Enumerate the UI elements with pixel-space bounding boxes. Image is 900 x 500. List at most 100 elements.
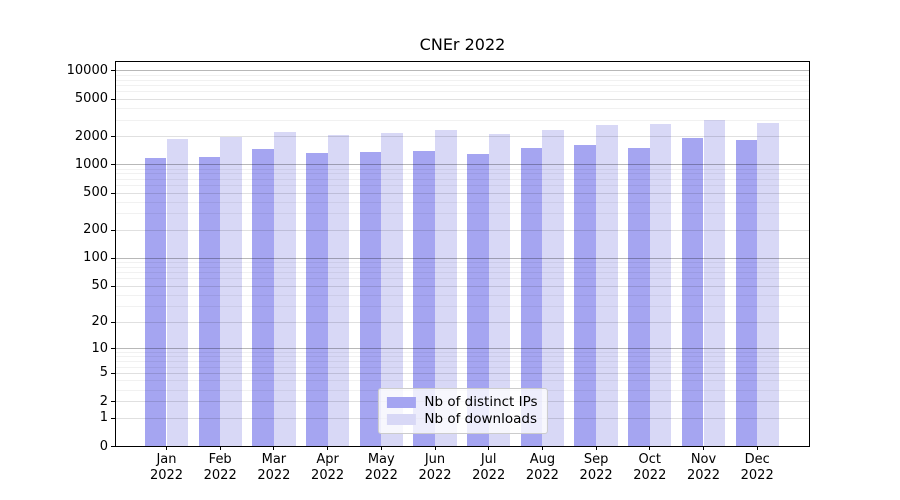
gridline-5 bbox=[116, 372, 809, 374]
x-axis-tick bbox=[380, 446, 382, 450]
bar-downloads-mar bbox=[273, 131, 296, 446]
bar-distinct-ips-oct bbox=[628, 148, 650, 446]
y-axis-tick bbox=[111, 348, 115, 350]
y-axis-tick bbox=[111, 446, 115, 447]
x-axis-tick bbox=[541, 446, 543, 450]
gridline-70 bbox=[116, 272, 809, 274]
bar-downloads-jan bbox=[166, 139, 189, 446]
gridline-6000 bbox=[116, 91, 809, 93]
bar-downloads-aug bbox=[542, 129, 565, 446]
x-axis-tick bbox=[703, 446, 704, 450]
gridline-700 bbox=[116, 178, 809, 180]
x-axis-month-label: Jan 2022 bbox=[149, 452, 184, 483]
x-axis-tick bbox=[327, 446, 329, 450]
y-axis-tick-label: 200 bbox=[83, 222, 108, 238]
gridline-100 bbox=[116, 257, 809, 259]
gridline-9 bbox=[116, 352, 809, 354]
gridline-600 bbox=[116, 185, 809, 187]
y-axis-tick-label: 20 bbox=[91, 314, 108, 330]
x-axis-month-label: Aug 2022 bbox=[525, 452, 559, 483]
y-axis-tick-label: 1000 bbox=[74, 156, 108, 172]
gridline-4000 bbox=[116, 107, 809, 109]
x-axis-month-label: May 2022 bbox=[364, 452, 398, 483]
y-axis-tick-label: 100 bbox=[83, 250, 108, 266]
gridline-30 bbox=[116, 306, 809, 307]
gridline-400 bbox=[116, 201, 809, 203]
y-axis-tick bbox=[111, 285, 115, 287]
y-axis-tick-label: 500 bbox=[83, 185, 108, 200]
y-axis-tick bbox=[111, 321, 115, 323]
gridline-50 bbox=[116, 285, 809, 287]
x-axis-month-label: Mar 2022 bbox=[257, 452, 291, 483]
x-axis-tick bbox=[434, 446, 436, 450]
gridline-6 bbox=[116, 366, 809, 368]
y-axis-tick-label: 0 bbox=[99, 438, 108, 454]
chart-title: CNEr 2022 bbox=[419, 35, 506, 54]
legend-entry-downloads: Nb of downloads bbox=[386, 411, 537, 428]
gridline-8 bbox=[116, 356, 809, 358]
gridline-7 bbox=[116, 361, 809, 363]
bar-distinct-ips-nov bbox=[681, 138, 704, 446]
x-axis-tick bbox=[649, 446, 651, 450]
legend-swatch-distinct-ips bbox=[386, 397, 416, 408]
x-axis-month-label: Jul 2022 bbox=[472, 452, 506, 483]
y-axis-tick bbox=[111, 372, 115, 374]
bars-layer bbox=[116, 62, 809, 446]
y-axis-tick-label: 2000 bbox=[74, 128, 108, 144]
bar-downloads-may bbox=[381, 132, 403, 446]
bar-distinct-ips-feb bbox=[198, 157, 221, 446]
x-axis-tick bbox=[273, 446, 275, 450]
y-axis-tick bbox=[111, 192, 115, 194]
y-axis-tick bbox=[111, 164, 115, 166]
y-axis-tick bbox=[111, 70, 115, 72]
bar-downloads-jul bbox=[488, 133, 511, 446]
x-axis-tick bbox=[756, 446, 758, 450]
gridline-900 bbox=[116, 168, 809, 170]
gridline-40 bbox=[116, 294, 809, 296]
y-axis-tick bbox=[111, 417, 115, 419]
y-axis-tick-label: 5 bbox=[99, 365, 108, 381]
gridline-9000 bbox=[116, 74, 809, 76]
bar-distinct-ips-jun bbox=[413, 150, 435, 446]
bar-distinct-ips-dec bbox=[735, 140, 758, 446]
legend-swatch-downloads bbox=[386, 414, 416, 425]
bar-downloads-sep bbox=[596, 124, 618, 446]
gridline-1000 bbox=[116, 164, 809, 166]
gridline-5000 bbox=[116, 98, 809, 100]
gridline-500 bbox=[116, 192, 809, 194]
gridline-90 bbox=[116, 262, 809, 264]
gridline-2000 bbox=[116, 136, 809, 137]
bar-downloads-feb bbox=[220, 137, 242, 446]
y-axis-tick bbox=[111, 257, 115, 259]
x-axis-tick bbox=[488, 446, 490, 450]
x-axis-month-label: Oct 2022 bbox=[633, 452, 667, 483]
y-axis-tick bbox=[111, 98, 115, 100]
gridline-60 bbox=[116, 278, 809, 280]
x-axis-month-label: Sep 2022 bbox=[579, 452, 613, 483]
bar-distinct-ips-jul bbox=[467, 154, 489, 446]
legend-label-downloads: Nb of downloads bbox=[424, 411, 537, 427]
x-axis-month-label: Feb 2022 bbox=[203, 452, 237, 483]
bar-downloads-oct bbox=[649, 124, 672, 446]
legend-entry-distinct-ips: Nb of distinct IPs bbox=[386, 394, 538, 411]
y-axis-tick bbox=[111, 229, 115, 231]
bar-distinct-ips-aug bbox=[520, 148, 543, 446]
x-axis-tick bbox=[219, 446, 221, 450]
x-axis-tick bbox=[595, 446, 597, 450]
y-axis-tick-label: 1 bbox=[99, 410, 108, 426]
y-axis-tick-label: 50 bbox=[91, 278, 108, 294]
x-axis-tick bbox=[166, 446, 167, 450]
x-axis-month-label: Dec 2022 bbox=[740, 452, 774, 483]
gridline-10 bbox=[116, 348, 809, 350]
bar-downloads-jun bbox=[435, 129, 457, 446]
bar-downloads-nov bbox=[703, 119, 726, 446]
gridline-80 bbox=[116, 266, 809, 268]
bar-distinct-ips-apr bbox=[305, 153, 328, 446]
y-axis-tick-label: 10 bbox=[91, 340, 108, 356]
gridline-300 bbox=[116, 213, 809, 215]
bar-distinct-ips-sep bbox=[574, 145, 597, 446]
gridline-7000 bbox=[116, 85, 809, 86]
x-axis-month-label: Jun 2022 bbox=[418, 452, 452, 483]
bar-distinct-ips-mar bbox=[252, 149, 274, 446]
y-axis-tick-label: 2 bbox=[99, 393, 108, 409]
